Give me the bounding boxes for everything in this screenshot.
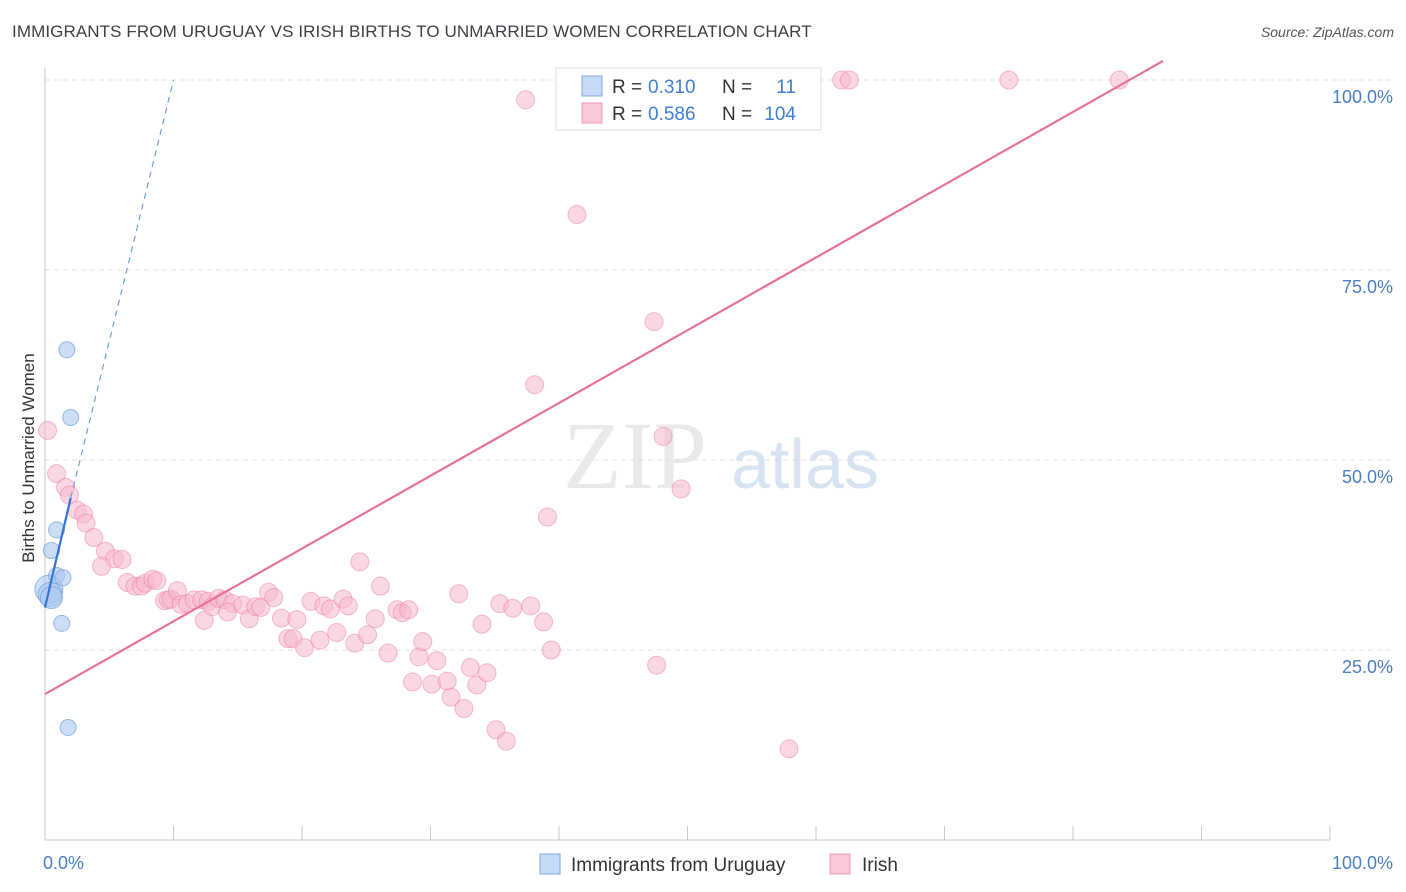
y-tick-label: 50.0%: [1342, 467, 1393, 487]
irish-point: [92, 556, 112, 576]
irish-point: [779, 739, 799, 759]
irish-point: [327, 623, 347, 643]
irish-point: [378, 643, 398, 663]
irish-point: [460, 657, 480, 677]
uruguay-point: [53, 614, 71, 632]
bottom-legend-label-irish: Irish: [862, 855, 898, 876]
uruguay-trend-extension: [70, 79, 175, 499]
source-label: Source: ZipAtlas.com: [1260, 24, 1394, 40]
irish-trend-line: [44, 60, 1164, 696]
irish-point: [467, 675, 487, 695]
bottom-legend-swatch-irish: [829, 853, 851, 875]
irish-point: [84, 528, 104, 548]
bottom-legend-swatch-uruguay: [539, 853, 561, 875]
legend-box: R = 0.310 N = 11 R = 0.586 N = 104: [555, 67, 822, 131]
irish-point: [365, 609, 385, 629]
irish-point: [251, 597, 271, 617]
irish-point: [521, 596, 541, 616]
irish-point: [345, 633, 365, 653]
grid-lines: [45, 79, 1395, 651]
irish-point: [839, 70, 859, 90]
legend-swatch-uruguay: [581, 75, 603, 97]
legend-n-value-irish: 104: [764, 104, 796, 125]
irish-point: [441, 687, 461, 707]
irish-point: [295, 638, 315, 658]
y-axis-label: Births to Unmarried Women: [19, 353, 38, 562]
irish-point: [287, 610, 307, 630]
uruguay-point: [59, 719, 77, 737]
trend-lines: [43, 60, 1164, 696]
irish-point: [537, 507, 557, 527]
axes: [44, 68, 1331, 841]
irish-point: [310, 630, 330, 650]
irish-point: [644, 312, 664, 332]
legend-r-value-irish: 0.586: [648, 104, 696, 125]
irish-point: [338, 596, 358, 616]
watermark-atlas: atlas: [731, 425, 879, 503]
irish-point: [47, 464, 67, 484]
legend-n-label-uruguay: N =: [722, 77, 752, 98]
x-tick-label-max: 100.0%: [1332, 853, 1393, 873]
irish-point: [567, 205, 587, 225]
bottom-legend-label-uruguay: Immigrants from Uruguay: [571, 855, 786, 876]
irish-point: [534, 612, 554, 632]
irish-point: [427, 651, 447, 671]
irish-point: [358, 625, 378, 645]
uruguay-points: [34, 341, 80, 737]
irish-points: [38, 70, 1129, 759]
irish-point: [999, 70, 1019, 90]
irish-point: [477, 663, 497, 683]
irish-point: [496, 731, 516, 751]
irish-point: [503, 598, 523, 618]
irish-point: [647, 655, 667, 675]
irish-point: [472, 614, 492, 634]
irish-point: [403, 672, 423, 692]
y-tick-labels: 25.0% 50.0% 75.0% 100.0%: [1332, 87, 1393, 677]
irish-point: [486, 720, 506, 740]
irish-point: [413, 632, 433, 652]
watermark: ZIP atlas: [563, 402, 879, 509]
y-tick-label: 100.0%: [1332, 87, 1393, 107]
legend-n-value-uruguay: 11: [776, 77, 796, 98]
irish-point: [217, 602, 237, 622]
legend-r-label-irish: R =: [612, 104, 642, 125]
irish-point: [264, 588, 284, 608]
irish-point: [671, 479, 691, 499]
irish-point: [449, 584, 469, 604]
irish-point: [38, 420, 58, 440]
uruguay-point: [54, 569, 72, 587]
irish-point: [112, 550, 132, 570]
irish-point: [437, 671, 457, 691]
legend-swatch-irish: [581, 102, 603, 124]
irish-point: [370, 576, 390, 596]
irish-point: [194, 610, 214, 630]
irish-point: [147, 571, 167, 591]
irish-point: [350, 552, 370, 572]
chart-title: IMMIGRANTS FROM URUGUAY VS IRISH BIRTHS …: [12, 22, 812, 41]
irish-point: [454, 699, 474, 719]
legend-r-label-uruguay: R =: [612, 77, 642, 98]
irish-point: [76, 513, 96, 533]
y-tick-label: 75.0%: [1342, 277, 1393, 297]
x-tick-label-min: 0.0%: [43, 853, 84, 873]
y-tick-label: 25.0%: [1342, 657, 1393, 677]
legend-n-label-irish: N =: [722, 104, 752, 125]
irish-point: [525, 375, 545, 395]
legend-r-value-uruguay: 0.310: [648, 77, 696, 98]
irish-point: [320, 599, 340, 619]
bottom-legend: Immigrants from Uruguay Irish: [539, 853, 898, 876]
irish-point: [399, 600, 419, 620]
uruguay-point: [58, 341, 76, 359]
uruguay-trend-line: [43, 497, 72, 608]
uruguay-point: [48, 521, 66, 539]
irish-point: [541, 640, 561, 660]
irish-point: [516, 90, 536, 110]
uruguay-point: [62, 408, 80, 426]
uruguay-point: [39, 586, 63, 610]
irish-point: [653, 426, 673, 446]
irish-point: [422, 674, 442, 694]
